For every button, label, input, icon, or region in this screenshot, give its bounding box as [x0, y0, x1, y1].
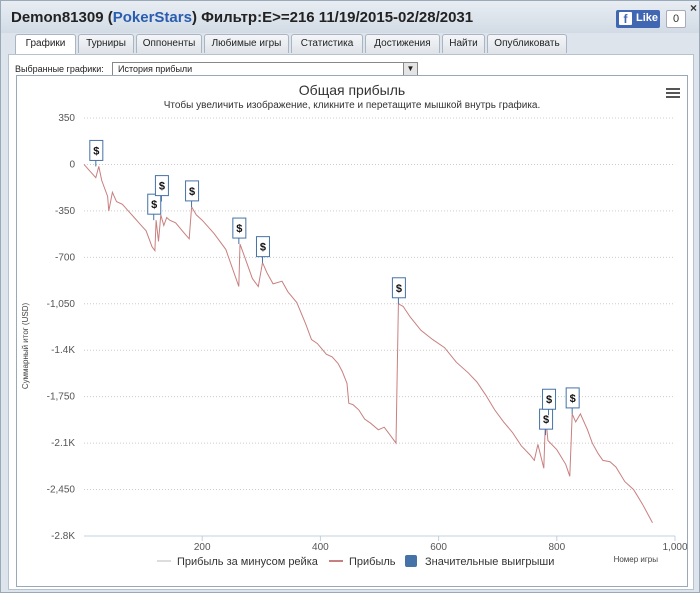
flag-box [391, 277, 406, 299]
big-win-flag[interactable]: $ [255, 236, 270, 263]
tab-achievements[interactable]: Достижения [365, 34, 440, 53]
flag-box [232, 217, 247, 239]
big-win-flag[interactable]: $ [539, 408, 554, 436]
chart-select-value: История прибыли [118, 64, 193, 74]
like-label: Like [636, 12, 659, 24]
tab-tournaments[interactable]: Турниры [78, 34, 134, 53]
big-win-flags[interactable]: $$$ $$$$$$ $ [89, 139, 580, 436]
chart-select-label: Выбранные графики: [15, 64, 104, 74]
chart-svg[interactable]: Общая прибыль Чтобы увеличить изображени… [17, 76, 687, 586]
big-win-flag[interactable]: $ [391, 277, 406, 304]
site-name[interactable]: PokerStars [112, 9, 192, 26]
big-win-flag[interactable]: $ [147, 193, 162, 221]
flag-label: $ [151, 199, 157, 211]
flag-label: $ [236, 223, 242, 235]
y-tick-label: 350 [58, 113, 75, 124]
y-axis-ticks: 350 0 -350 -700 -1,050 -1.4K -1,750 -2.1K -2,450… [47, 113, 76, 542]
x-tick-label: 400 [312, 542, 329, 553]
chart-series [83, 164, 653, 523]
x-axis-label: Номер игры [614, 555, 659, 564]
big-win-flag[interactable]: $ [565, 387, 580, 414]
y-tick-label: -1.4K [51, 345, 75, 356]
title-bar: Demon81309 (PokerStars) Фильтр:E>=216 11… [1, 1, 699, 33]
tab-opponents[interactable]: Оппоненты [136, 34, 202, 53]
legend-item[interactable]: Прибыль за минусом рейка [157, 556, 319, 568]
big-win-flag[interactable]: $ [185, 180, 200, 207]
menu-icon-bar [666, 96, 680, 98]
y-tick-label: -2.8K [51, 531, 75, 542]
big-win-flag[interactable]: $ [89, 139, 104, 167]
facebook-icon: f [619, 12, 632, 26]
chart-select[interactable]: История прибыли ▼ [112, 62, 418, 76]
tab-charts[interactable]: Графики [15, 34, 76, 54]
flag-label: $ [543, 414, 549, 426]
charts-panel: Выбранные графики: История прибыли ▼ Общ… [8, 54, 694, 590]
flag-box [89, 139, 104, 161]
y-axis-label: Суммарный итог (USD) [21, 303, 30, 390]
flag-box [542, 388, 557, 410]
legend-label: Прибыль за минусом рейка [177, 556, 319, 568]
y-tick-label: -1,750 [47, 392, 76, 403]
tab-publish[interactable]: Опубликовать [487, 34, 567, 53]
flag-label: $ [260, 242, 266, 254]
big-win-flag[interactable]: $ [542, 388, 557, 416]
chart-subtitle: Чтобы увеличить изображение, кликните и … [164, 99, 541, 111]
filter-text: Фильтр:E>=216 11/19/2015-02/28/2031 [201, 9, 474, 26]
chart-grid [84, 117, 675, 537]
profit-line [83, 164, 653, 523]
flag-box [185, 180, 200, 202]
x-tick-label: 1,000 [662, 542, 687, 553]
chart-legend[interactable]: Прибыль за минусом рейка Прибыль Значитель… [157, 555, 554, 568]
legend-label: Прибыль [349, 556, 396, 568]
menu-icon-bar [666, 88, 680, 90]
legend-item[interactable]: Прибыль [329, 556, 396, 568]
flag-label: $ [93, 145, 99, 157]
like-count: 0 [666, 10, 686, 28]
legend-label: Значительные выигрыши [425, 556, 554, 568]
x-tick-label: 200 [194, 542, 211, 553]
menu-icon-bar [666, 92, 680, 94]
x-tick-label: 800 [548, 542, 565, 553]
tab-favorite-games[interactable]: Любимые игры [204, 34, 289, 53]
profit-chart[interactable]: Общая прибыль Чтобы увеличить изображени… [16, 75, 688, 587]
x-tick-label: 600 [430, 542, 447, 553]
big-win-flag[interactable]: $ [232, 217, 247, 245]
y-tick-label: -2,450 [47, 485, 76, 496]
flag-label: $ [159, 181, 165, 193]
y-tick-label: -350 [55, 206, 75, 217]
close-icon[interactable]: × [690, 1, 698, 15]
y-tick-label: -700 [55, 252, 75, 263]
tab-search[interactable]: Найти [442, 34, 485, 53]
big-win-flag[interactable]: $ [154, 175, 169, 202]
chevron-down-icon[interactable]: ▼ [403, 63, 417, 75]
facebook-like-button[interactable]: f Like [616, 10, 660, 28]
flag-box [154, 175, 169, 197]
tab-statistics[interactable]: Статистика [291, 34, 363, 53]
legend-symbol [405, 555, 417, 567]
flag-label: $ [189, 186, 195, 198]
flag-box [565, 387, 580, 409]
x-axis-ticks: 200 400 600 800 1,000 [84, 535, 687, 553]
player-name: Demon81309 [11, 9, 104, 26]
flag-label: $ [570, 393, 576, 405]
flag-box [147, 193, 162, 215]
y-tick-label: 0 [69, 159, 75, 170]
flag-label: $ [546, 394, 552, 406]
legend-item[interactable]: Значительные выигрыши [405, 555, 554, 568]
window-title: Demon81309 (PokerStars) Фильтр:E>=216 11… [11, 9, 474, 26]
flag-label: $ [396, 283, 402, 295]
flag-box [255, 236, 270, 258]
menu-icon[interactable] [666, 88, 680, 98]
y-tick-label: -2.1K [51, 438, 75, 449]
y-tick-label: -1,050 [47, 299, 76, 310]
chart-title: Общая прибыль [299, 82, 405, 98]
